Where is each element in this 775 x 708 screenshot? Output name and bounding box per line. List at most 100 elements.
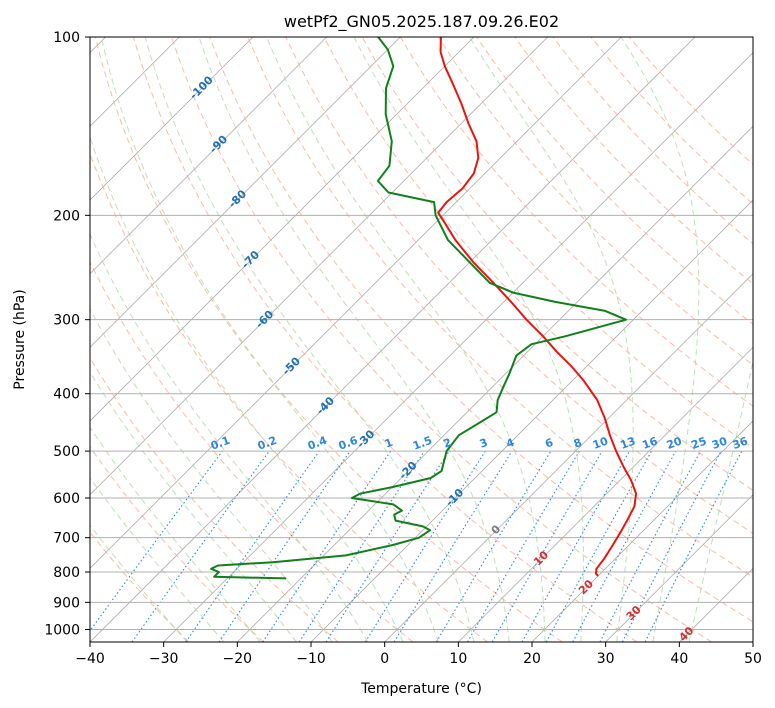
mixing-ratio-line	[467, 450, 580, 642]
dewpoint-profile-line	[210, 37, 627, 580]
temperature-profile-line	[437, 37, 638, 577]
moist-adiabat-line	[353, 37, 584, 642]
moist-adiabat-line	[90, 476, 225, 642]
y-tick-label: 500	[53, 444, 80, 460]
sounding-profiles	[210, 37, 638, 580]
mixing-ratio-line	[218, 450, 351, 642]
isotherm-line	[90, 37, 475, 422]
isotherm-line	[384, 273, 753, 642]
moist-adiabat-line	[620, 37, 700, 642]
mixing-ratio-label: 10	[591, 434, 610, 452]
mixing-ratio-label: 25	[690, 435, 709, 452]
mixing-ratio-label: 0.4	[306, 434, 329, 453]
mixing-ratio-line	[298, 450, 425, 642]
mixing-ratio-label: 8	[572, 436, 584, 451]
plot-area	[90, 37, 753, 642]
mixing-ratio-line	[545, 450, 653, 642]
moist-adiabat-line	[198, 37, 510, 642]
x-tick-label: −20	[223, 651, 253, 667]
moist-adiabat-line	[266, 37, 546, 642]
y-tick-label: 900	[53, 595, 80, 611]
mixing-ratio-label: 13	[618, 435, 637, 452]
isotherm-line	[90, 37, 401, 348]
dry-adiabat-line	[94, 37, 563, 642]
x-axis-ticks: −40 −30 −20 −10 0 10 20 30 40 50	[75, 642, 762, 667]
moist-adiabat-line	[469, 37, 634, 642]
mixing-ratio-label: 2	[442, 436, 454, 451]
x-tick-label: 50	[744, 651, 762, 667]
y-tick-label: 100	[53, 30, 80, 46]
isotherm-line	[90, 37, 548, 496]
mixing-ratio-label: 0.2	[256, 434, 279, 453]
moist-adiabat-line	[100, 37, 439, 642]
moist-adiabat-line	[90, 524, 188, 642]
mixing-ratio-line	[185, 450, 320, 642]
y-tick-label: 1000	[44, 622, 80, 638]
pressure-gridlines	[90, 37, 753, 630]
mixing-ratio-label: 16	[641, 434, 660, 452]
isotherm-line	[605, 494, 753, 642]
mixing-ratio-line	[435, 450, 552, 642]
background-lines	[90, 37, 753, 642]
x-tick-label: −30	[149, 651, 179, 667]
x-tick-label: 20	[523, 651, 541, 667]
isotherm-line	[90, 37, 254, 201]
mixing-ratio-label: 3	[478, 436, 490, 451]
isotherm-line	[531, 420, 753, 642]
x-tick-label: 10	[449, 651, 467, 667]
y-tick-label: 400	[53, 387, 80, 403]
mixing-ratio-label: 6	[543, 436, 555, 451]
mixing-ratio-label: 0.6	[337, 434, 360, 453]
x-axis-label: Temperature (°C)	[360, 681, 482, 697]
moist-adiabat-line	[90, 232, 369, 642]
mixing-ratio-label: 36	[731, 434, 750, 452]
y-axis-label: Pressure (hPa)	[12, 289, 28, 389]
mixing-ratio-line	[644, 450, 743, 642]
y-tick-label: 700	[53, 531, 80, 547]
y-tick-label: 200	[53, 208, 80, 224]
isotherm-line	[90, 37, 696, 642]
y-axis-ticks: 100 200 300 400 500 600 700 800 900 1000	[44, 30, 90, 638]
isotherm-line	[752, 641, 753, 642]
plot-frame	[89, 36, 754, 643]
mixing-ratio-label: 1	[383, 436, 395, 451]
x-tick-label: 30	[597, 651, 615, 667]
dry-adiabat-line	[171, 37, 712, 642]
x-tick-label: 0	[380, 651, 389, 667]
mixing-ratio-label: 4	[504, 436, 516, 451]
isotherm-line	[163, 52, 753, 642]
isotherm-line	[237, 125, 753, 642]
mixing-ratio-line	[393, 450, 513, 642]
y-tick-label: 800	[53, 565, 80, 581]
moist-adiabat-line	[90, 370, 297, 642]
dry-adiabat-line	[90, 446, 264, 642]
y-tick-label: 600	[53, 491, 80, 507]
dry-adiabat-line	[285, 37, 753, 535]
moist-adiabat-line	[144, 37, 475, 642]
x-tick-label: 40	[670, 651, 688, 667]
mixing-ratio-line	[491, 450, 603, 642]
mixing-ratio-label: 0.1	[209, 434, 232, 453]
x-tick-label: −10	[296, 651, 326, 667]
mixing-ratio-line	[364, 450, 486, 642]
isotherm-line	[90, 37, 622, 569]
mixing-ratio-label: 1.5	[411, 434, 434, 453]
dry-adiabat-line	[90, 356, 339, 642]
mixing-ratio-line	[521, 450, 630, 642]
moist-adiabat-line	[90, 426, 261, 642]
dry-adiabat-line	[209, 37, 753, 623]
mixing-ratio-line	[599, 450, 701, 642]
dry-adiabat-line	[132, 37, 638, 642]
moist-adiabat-line	[688, 358, 753, 642]
mixing-ratio-line	[621, 450, 722, 642]
mixing-ratio-label: 30	[710, 434, 729, 452]
chart-title: wetPf2_GN05.2025.187.09.26.E02	[284, 12, 559, 32]
y-tick-label: 300	[53, 313, 80, 329]
dry-adiabat-line	[476, 37, 753, 325]
isotherm-line	[458, 346, 753, 642]
mixing-ratio-label: 20	[665, 434, 684, 452]
dry-adiabat-line	[90, 260, 414, 642]
dry-adiabat-line	[323, 37, 753, 491]
isotherm-line	[90, 37, 327, 275]
